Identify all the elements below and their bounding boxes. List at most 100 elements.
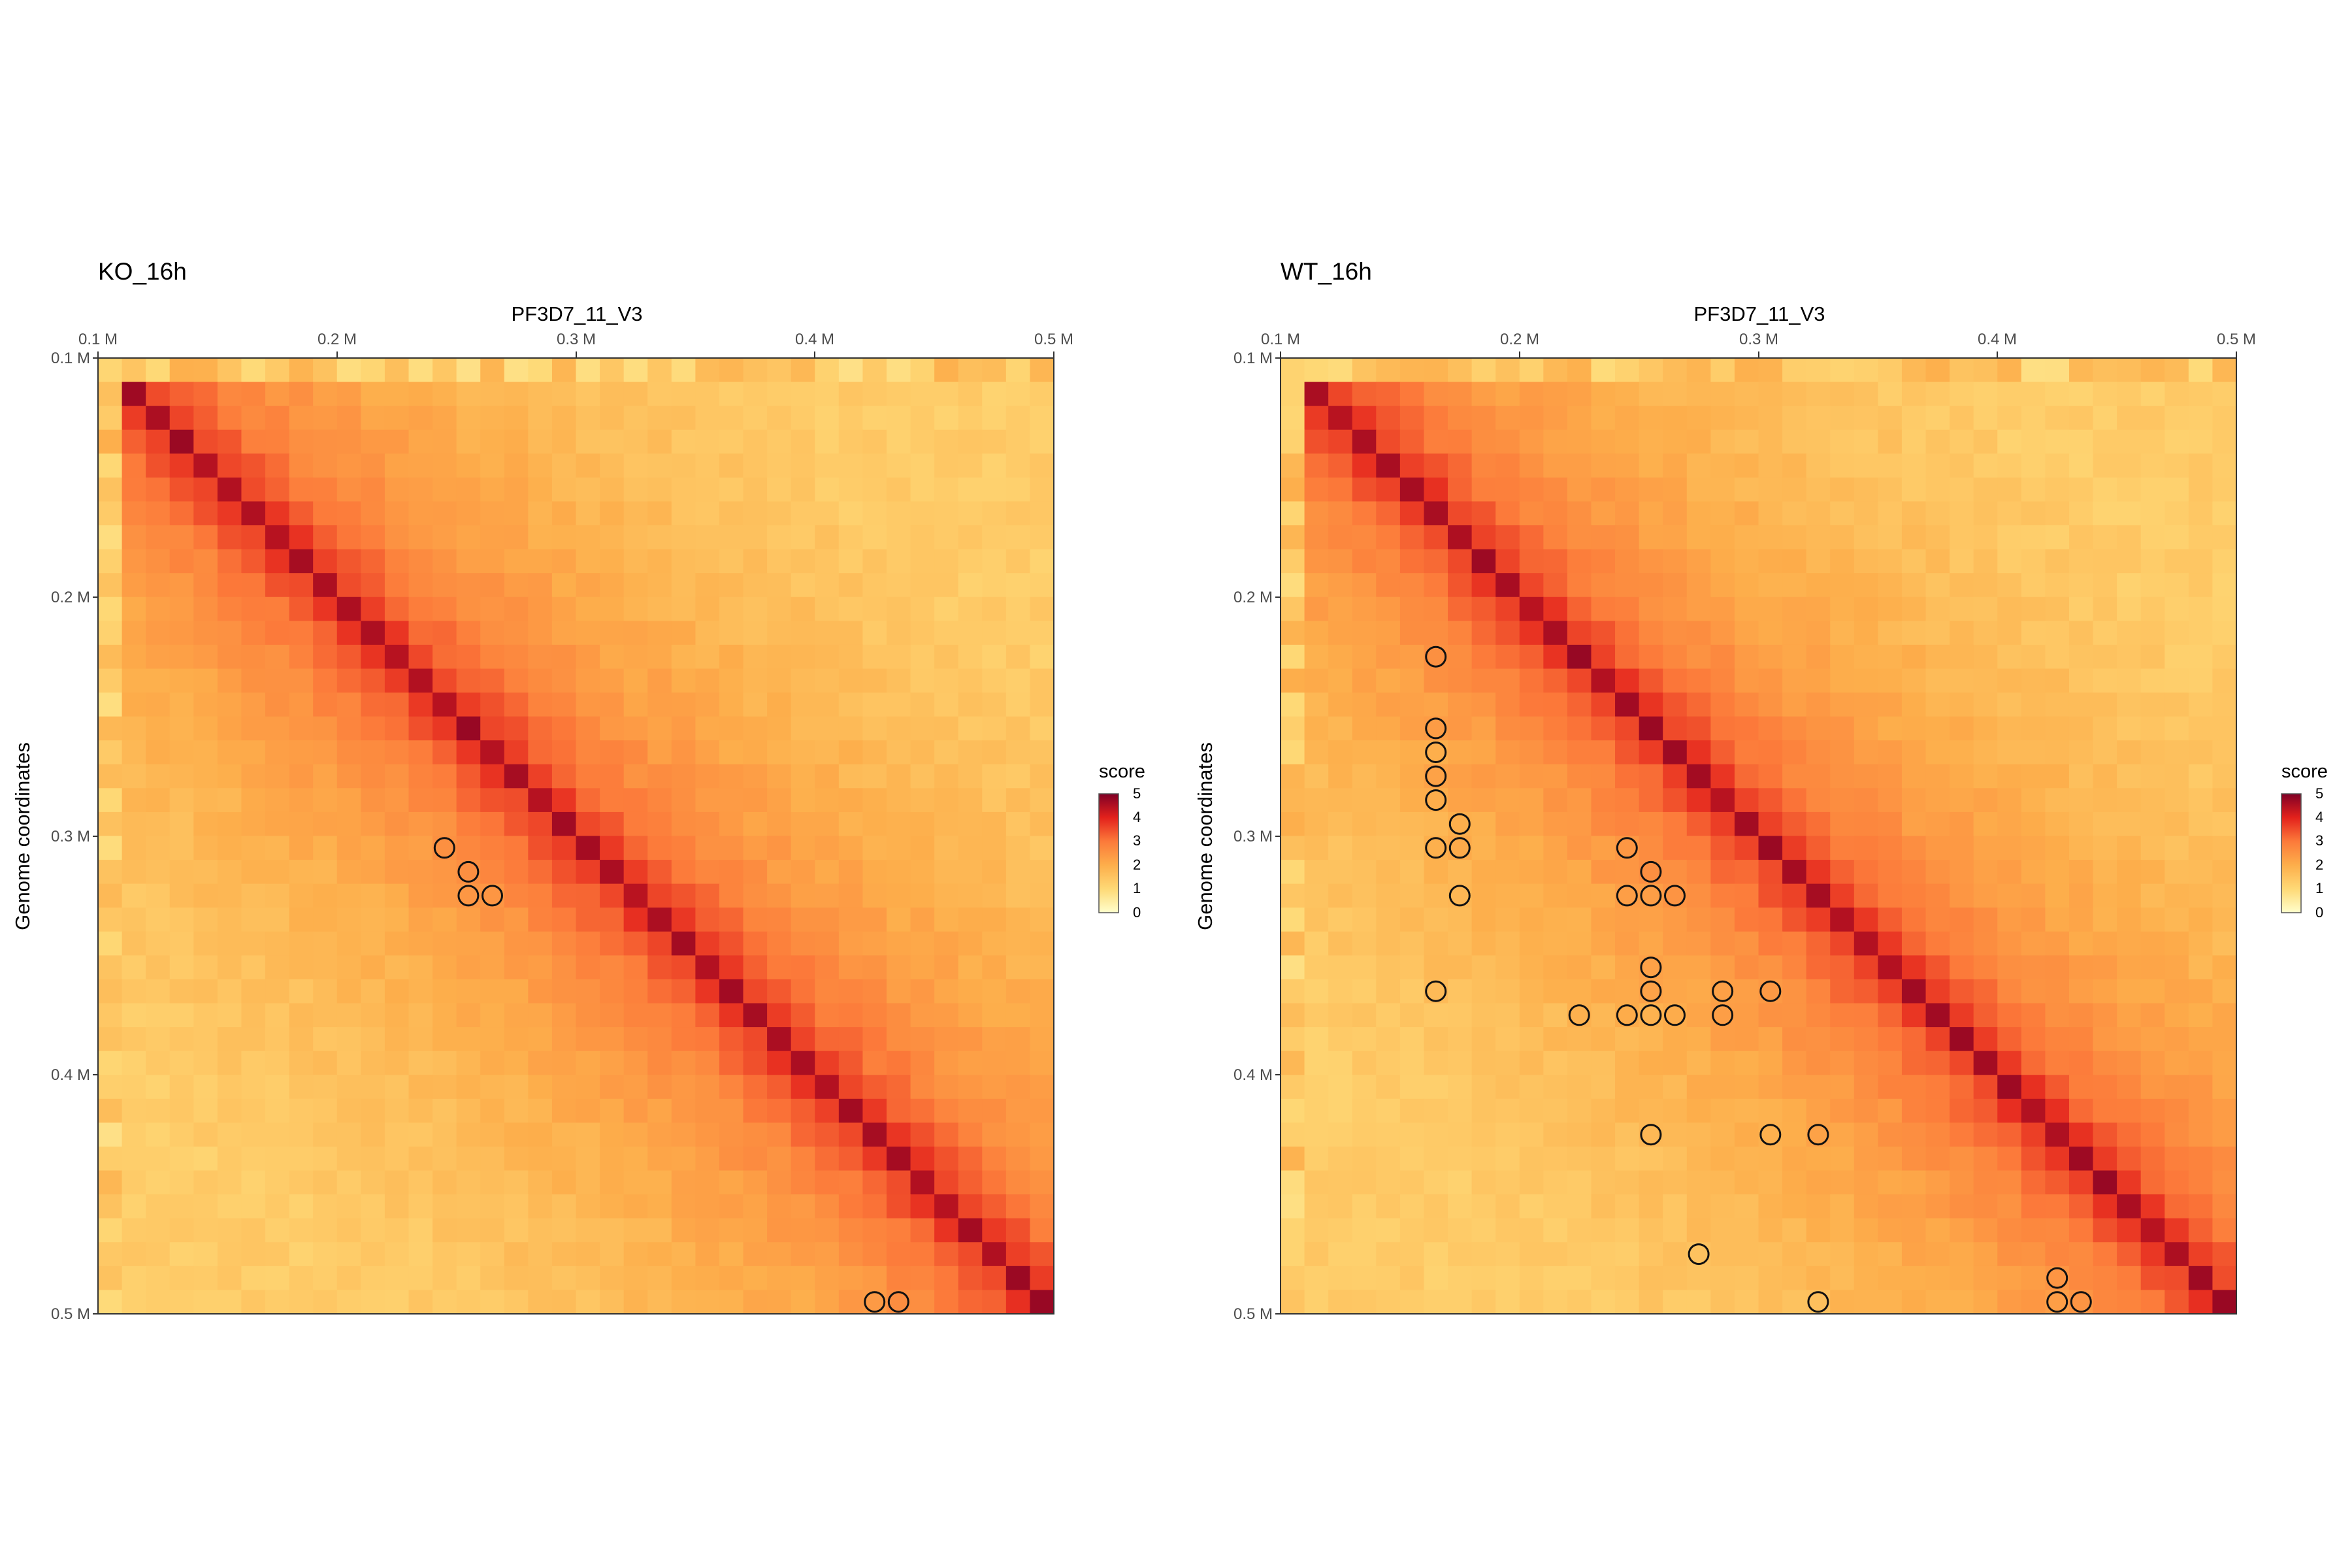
heatmap-cell xyxy=(838,1290,864,1315)
heatmap-cell xyxy=(576,525,600,550)
heatmap-cell xyxy=(217,883,242,908)
heatmap-cell xyxy=(600,1051,625,1075)
heatmap-cell xyxy=(1639,573,1663,598)
heatmap-cell xyxy=(384,955,410,980)
heatmap-cells xyxy=(1281,358,2237,1315)
heatmap-cell xyxy=(1376,1146,1401,1171)
heatmap-cell xyxy=(289,860,314,885)
heatmap-cell xyxy=(600,382,625,406)
heatmap-cell xyxy=(336,1242,361,1267)
heatmap-cell xyxy=(719,501,744,526)
heatmap-cell xyxy=(791,1098,815,1124)
heatmap-cell xyxy=(528,668,553,693)
heatmap-cell xyxy=(193,406,218,431)
heatmap-cell xyxy=(1758,644,1783,670)
heatmap-cell xyxy=(838,453,864,478)
heatmap-cell xyxy=(193,1218,218,1243)
heatmap-cell xyxy=(1591,1242,1616,1267)
heatmap-cell xyxy=(647,621,672,645)
heatmap-cell xyxy=(456,860,481,885)
heatmap-cell xyxy=(336,693,361,717)
heatmap-cell xyxy=(719,811,744,837)
heatmap-cell xyxy=(528,1051,553,1075)
heatmap-cell xyxy=(1376,1290,1401,1315)
heatmap-cell xyxy=(336,1051,361,1075)
heatmap-cell xyxy=(910,788,935,813)
heatmap-cell xyxy=(1376,1051,1401,1075)
heatmap-cell xyxy=(1973,358,1998,383)
heatmap-cell xyxy=(384,740,410,765)
heatmap-cell xyxy=(743,549,768,574)
heatmap-cell xyxy=(743,955,768,980)
heatmap-cell xyxy=(1376,811,1401,837)
heatmap-cell xyxy=(146,358,171,383)
heatmap-cell xyxy=(719,1051,744,1075)
heatmap-cell xyxy=(241,1098,266,1124)
heatmap-cell xyxy=(1686,1146,1711,1171)
heatmap-cell xyxy=(313,1266,338,1291)
heatmap-cell xyxy=(480,955,505,980)
heatmap-cell xyxy=(265,1170,290,1195)
heatmap-cell xyxy=(1663,477,1688,502)
y-tick-label: 0.2 M xyxy=(1233,589,1273,606)
heatmap-cell xyxy=(1639,931,1663,956)
heatmap-cell xyxy=(384,668,410,693)
heatmap-cell xyxy=(1543,549,1568,574)
loop-marker xyxy=(1616,885,1638,907)
heatmap-cell xyxy=(122,1170,146,1195)
heatmap-cell xyxy=(1424,1075,1448,1100)
heatmap-cell xyxy=(1854,477,1878,502)
heatmap-cell xyxy=(1448,860,1473,885)
heatmap-cell xyxy=(1304,740,1329,765)
heatmap-cell xyxy=(1471,1051,1496,1075)
heatmap-cell xyxy=(1030,836,1054,860)
loop-marker xyxy=(457,885,480,907)
heatmap-cell xyxy=(982,429,1007,454)
heatmap-cell xyxy=(1878,1051,1903,1075)
heatmap-cell xyxy=(2021,788,2046,813)
x-tick-label: 0.4 M xyxy=(795,331,834,348)
heatmap-cell xyxy=(1519,1051,1544,1075)
heatmap-cell xyxy=(1878,1146,1903,1171)
heatmap-cell xyxy=(815,501,840,526)
heatmap-cell xyxy=(408,549,433,574)
heatmap-cell xyxy=(1615,716,1640,741)
heatmap-cell xyxy=(433,429,457,454)
heatmap-cell xyxy=(862,955,887,980)
heatmap-cell xyxy=(815,955,840,980)
heatmap-cell xyxy=(1519,1098,1544,1124)
heatmap-cell xyxy=(313,596,338,621)
heatmap-cell xyxy=(982,549,1007,574)
heatmap-cell xyxy=(671,979,696,1004)
heatmap-cell xyxy=(1830,1266,1855,1291)
heatmap-cell xyxy=(336,1266,361,1291)
heatmap-cell xyxy=(1901,716,1927,741)
heatmap-cell xyxy=(1710,955,1735,980)
heatmap-cell xyxy=(1328,525,1353,550)
heatmap-cell xyxy=(1328,1122,1353,1147)
heatmap-cell xyxy=(1519,453,1544,478)
heatmap-cell xyxy=(838,358,864,383)
heatmap-cell xyxy=(528,1194,553,1219)
heatmap-cell xyxy=(600,979,625,1004)
heatmap-cell xyxy=(1615,1122,1640,1147)
heatmap-cell xyxy=(1710,501,1735,526)
heatmap-cell xyxy=(1424,1266,1448,1291)
heatmap-cell xyxy=(1997,501,2022,526)
heatmap-cell xyxy=(1615,1027,1640,1052)
heatmap-cell xyxy=(169,1290,194,1315)
heatmap-cell xyxy=(1901,955,1927,980)
heatmap-cell xyxy=(408,1003,433,1028)
heatmap-cell xyxy=(1806,477,1831,502)
heatmap-cell xyxy=(2068,382,2094,406)
heatmap-cell xyxy=(384,1003,410,1028)
heatmap-cell xyxy=(480,1194,505,1219)
heatmap-cell xyxy=(336,883,361,908)
heatmap-cell xyxy=(982,836,1007,860)
heatmap-cell xyxy=(146,811,171,837)
heatmap-cell xyxy=(1639,1290,1663,1315)
heatmap-cell xyxy=(958,1194,983,1219)
heatmap-cell xyxy=(146,1051,171,1075)
heatmap-cell xyxy=(910,693,935,717)
heatmap-cell xyxy=(1005,740,1031,765)
